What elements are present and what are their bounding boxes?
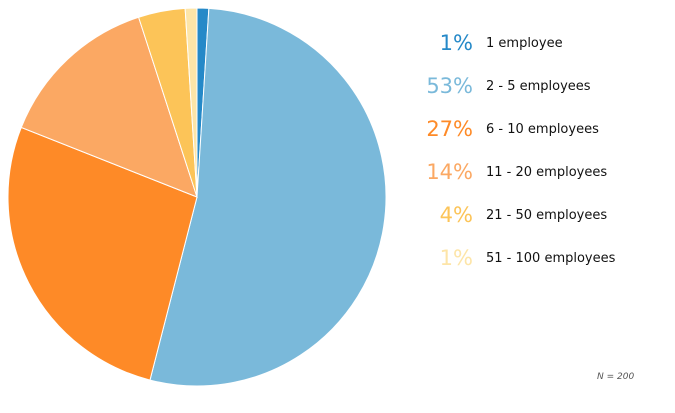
legend-item-21-50-employees: 4% 21 - 50 employees (405, 194, 665, 237)
pie-slice-2-5-employees (149, 7, 387, 387)
pie-chart (7, 7, 387, 387)
legend-item-2-5-employees: 53% 2 - 5 employees (405, 65, 665, 108)
legend-label: 51 - 100 employees (486, 251, 616, 266)
legend-label: 6 - 10 employees (486, 122, 599, 137)
legend-percent: 1% (439, 31, 473, 55)
legend-label: 21 - 50 employees (486, 208, 608, 223)
legend-percent: 53% (426, 74, 473, 98)
legend-percent: 14% (426, 160, 473, 184)
legend-item-6-10-employees: 27% 6 - 10 employees (405, 108, 665, 151)
legend-percent: 27% (426, 117, 473, 141)
sample-size-note: N = 200 (597, 372, 635, 382)
legend-item-11-20-employees: 14% 11 - 20 employees (405, 151, 665, 194)
legend-label: 11 - 20 employees (486, 165, 608, 180)
legend-item-1-employee: 1% 1 employee (405, 22, 665, 65)
pie-slice-51-100-employees (184, 7, 198, 198)
pie-slice-6-10-employees (7, 126, 198, 381)
legend: 1% 1 employee 53% 2 - 5 employees 27% 6 … (405, 22, 665, 280)
legend-percent: 4% (439, 203, 473, 227)
legend-item-51-100-employees: 1% 51 - 100 employees (405, 237, 665, 280)
legend-label: 2 - 5 employees (486, 79, 591, 94)
legend-percent: 1% (439, 246, 473, 270)
legend-label: 1 employee (486, 36, 563, 51)
